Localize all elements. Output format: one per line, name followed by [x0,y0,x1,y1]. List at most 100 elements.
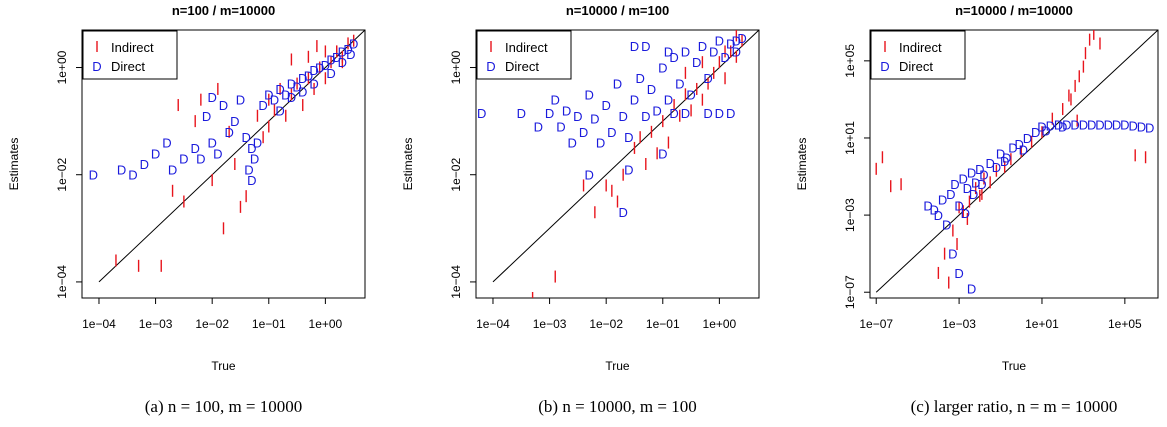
direct-point: D [343,42,352,57]
direct-point: D [1145,120,1154,135]
x-tick-label: 1e−03 [533,317,567,331]
x-tick-label: 1e−04 [476,317,510,331]
direct-point: D [1019,143,1028,158]
direct-point: D [967,281,976,296]
legend-entry-label: Indirect [505,40,548,55]
direct-point: D [938,193,947,208]
direct-point: D [732,44,741,59]
chart-panel-1: n=100 / m=10000 1e−04 1e−03 1e−02 1e−01 1e+00… [7,3,366,416]
direct-point: D [298,85,307,100]
x-tick-label: 1e−02 [589,317,623,331]
direct-point: D [1128,118,1137,133]
legend-direct-marker: D [880,59,889,74]
direct-point: D [551,93,560,108]
direct-point: D [1046,118,1055,133]
plot-frame [869,29,1159,299]
direct-point: D [709,44,718,59]
direct-point: D [338,44,347,59]
direct-point: D [287,77,296,92]
direct-point: D [715,106,724,121]
direct-point: D [179,152,188,167]
x-axis-label: True [1002,359,1027,373]
direct-point: D [264,87,273,102]
direct-point: D [1112,117,1121,132]
direct-point: D [346,47,355,62]
figure-caption: (b) n = 10000, m = 100 [538,397,696,416]
direct-point: D [975,162,984,177]
direct-point: D [1104,117,1113,132]
legend-entry-label: Direct [505,59,539,74]
direct-point: D [534,119,543,134]
legend: Indirect D Direct [476,30,572,80]
chart-panel-3: n=10000 / m=10000 1e−07 1e−03 1e+01 1e+05 1e−… [795,3,1159,416]
direct-point: D [686,87,695,102]
chart-title: n=10000 / m=100 [566,3,669,18]
y-tick-label: 1e+05 [843,44,857,78]
direct-point: D [298,71,307,86]
direct-point: D [1002,150,1011,165]
direct-point: D [1054,117,1063,132]
direct-point: D [162,136,171,151]
direct-point: D [275,82,284,97]
direct-point: D [202,109,211,124]
y-tick-label: 1e−03 [843,198,857,232]
direct-point: D [737,31,746,46]
y-tick-label: 1e−07 [843,275,857,309]
direct-point: D [946,187,955,202]
direct-point: D [275,103,284,118]
direct-point: D [585,87,594,102]
direct-point: D [1037,119,1046,134]
chart-panel-2: n=10000 / m=100 1e−04 1e−03 1e−02 1e−01 1e+00… [401,3,760,416]
direct-point: D [304,69,313,84]
direct-point: D [309,63,318,78]
direct-point: D [117,162,126,177]
direct-point: D [338,55,347,70]
y-tick-label: 1e−02 [55,158,69,192]
direct-point: D [477,106,486,121]
direct-point: D [618,109,627,124]
direct-point: D [349,36,358,51]
x-tick-label: 1e+01 [1025,317,1059,331]
direct-point: D [630,39,639,54]
reference-line [492,29,760,283]
direct-point: D [1014,137,1023,152]
x-tick-label: 1e+00 [703,317,737,331]
direct-point: D [258,98,267,113]
figure-caption: (c) larger ratio, n = m = 10000 [911,397,1118,416]
direct-point: D [969,187,978,202]
direct-point: D [930,202,939,217]
points-layer: DDDDDDDDDDDDDDDDDDDDDDDDDDDDDDDDDDDDDDDD… [875,30,1154,296]
direct-point: D [244,162,253,177]
direct-point: D [948,247,957,262]
direct-point: D [281,87,290,102]
direct-point: D [630,93,639,108]
y-axis-label: Estimates [401,138,415,191]
direct-point: D [1079,117,1088,132]
direct-point: D [641,109,650,124]
direct-point: D [128,168,137,183]
direct-point: D [292,79,301,94]
direct-point: D [326,66,335,81]
direct-point: D [992,160,1001,175]
direct-point: D [1062,117,1071,132]
direct-point: D [140,157,149,172]
direct-point: D [270,93,279,108]
direct-point: D [315,61,324,76]
figure-caption: (a) n = 100, m = 10000 [145,397,303,416]
direct-point: D [963,181,972,196]
legend-direct-marker: D [92,59,101,74]
direct-point: D [253,136,262,151]
direct-point: D [545,106,554,121]
chart-title: n=100 / m=10000 [172,3,275,18]
direct-point: D [967,166,976,181]
direct-point: D [658,61,667,76]
direct-point: D [624,162,633,177]
direct-point: D [669,50,678,65]
direct-point: D [954,266,963,281]
direct-point: D [681,44,690,59]
direct-point: D [250,152,259,167]
direct-point: D [168,162,177,177]
direct-point: D [934,208,943,223]
